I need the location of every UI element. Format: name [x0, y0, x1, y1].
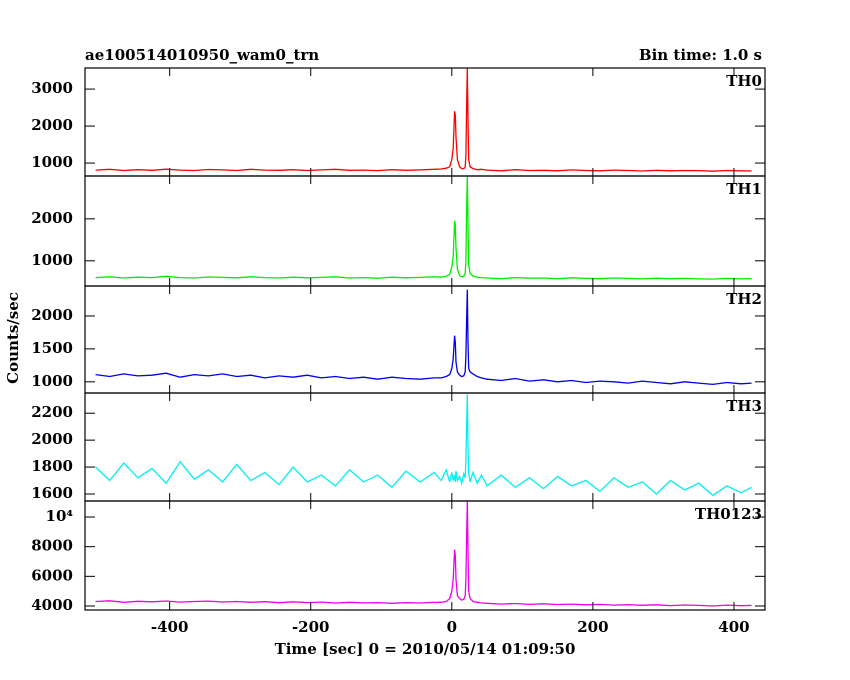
y-tick-label: 1000 — [31, 251, 73, 269]
y-tick-label: 1000 — [31, 153, 73, 171]
y-tick-label: 2200 — [31, 403, 73, 421]
y-tick-label: 1000 — [31, 372, 73, 390]
panel-frame — [84, 285, 766, 394]
bin-time: Bin time: 1.0 s — [639, 46, 762, 64]
y-tick-label: 2000 — [31, 209, 73, 227]
light-curve — [95, 501, 752, 607]
y-tick-label: 3000 — [31, 79, 73, 97]
x-tick-label: -200 — [292, 618, 330, 636]
y-tick-label: 1800 — [31, 457, 73, 475]
panel-frame — [84, 67, 766, 177]
y-tick-label: 2000 — [31, 306, 73, 324]
x-axis-label: Time [sec] 0 = 2010/05/14 01:09:50 — [275, 640, 576, 658]
panel-label: TH2 — [726, 290, 762, 308]
panel-label: TH3 — [726, 397, 762, 415]
y-tick-label: 6000 — [31, 566, 73, 584]
chart-title: ae100514010950_wam0_trn — [85, 46, 319, 64]
light-curve — [95, 289, 752, 386]
panel-frame — [84, 392, 766, 502]
light-curve — [95, 176, 752, 280]
x-tick-label: 0 — [447, 618, 457, 636]
y-tick-label: 1500 — [31, 339, 73, 357]
light-curve — [95, 394, 752, 497]
panel-label: TH0123 — [695, 505, 762, 523]
y-tick-label: 10⁴ — [46, 507, 74, 525]
y-tick-label: 4000 — [31, 596, 73, 614]
x-tick-label: 200 — [577, 618, 608, 636]
y-tick-label: 1600 — [31, 484, 73, 502]
y-tick-label: 2000 — [31, 430, 73, 448]
y-axis-label: Counts/sec — [4, 292, 22, 384]
x-tick-label: 400 — [718, 618, 749, 636]
light-curve — [95, 68, 752, 172]
panel-frame — [84, 500, 766, 611]
y-tick-label: 2000 — [31, 116, 73, 134]
panel-frame — [84, 175, 766, 287]
panel-label: TH1 — [726, 180, 762, 198]
y-tick-label: 8000 — [31, 537, 73, 555]
x-tick-label: -400 — [151, 618, 189, 636]
panel-label: TH0 — [726, 72, 762, 90]
